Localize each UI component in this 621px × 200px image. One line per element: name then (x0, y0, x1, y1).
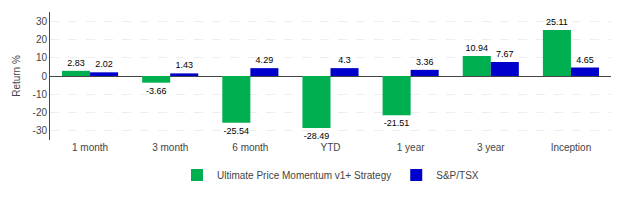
svg-text:6 month: 6 month (232, 142, 268, 153)
svg-text:10.94: 10.94 (465, 43, 488, 53)
svg-text:Ultimate Price Momentum v1+ St: Ultimate Price Momentum v1+ Strategy (217, 170, 391, 181)
svg-text:2.83: 2.83 (67, 58, 85, 68)
svg-text:3 month: 3 month (152, 142, 188, 153)
svg-text:-28.49: -28.49 (304, 131, 330, 141)
svg-text:10: 10 (36, 52, 48, 63)
svg-text:7.67: 7.67 (496, 49, 514, 59)
svg-text:Return %: Return % (11, 55, 22, 97)
svg-text:2.02: 2.02 (95, 59, 113, 69)
svg-text:S&P/TSX: S&P/TSX (436, 170, 479, 181)
svg-text:3.36: 3.36 (416, 57, 434, 67)
svg-text:-21.51: -21.51 (384, 118, 410, 128)
svg-text:4.3: 4.3 (338, 55, 351, 65)
svg-text:30: 30 (36, 16, 48, 27)
svg-text:-20: -20 (33, 107, 48, 118)
svg-text:-10: -10 (33, 89, 48, 100)
svg-text:-25.54: -25.54 (224, 126, 250, 136)
svg-text:4.29: 4.29 (256, 55, 274, 65)
svg-text:1 month: 1 month (72, 142, 108, 153)
svg-text:25.11: 25.11 (546, 17, 568, 27)
svg-text:20: 20 (36, 34, 48, 45)
svg-text:Inception: Inception (551, 142, 592, 153)
svg-text:4.65: 4.65 (576, 55, 594, 65)
svg-text:YTD: YTD (321, 142, 341, 153)
svg-text:1.43: 1.43 (175, 60, 193, 70)
svg-text:-3.66: -3.66 (146, 86, 167, 96)
svg-text:0: 0 (41, 71, 47, 82)
svg-text:1 year: 1 year (397, 142, 425, 153)
svg-text:3 year: 3 year (477, 142, 505, 153)
svg-text:-30: -30 (33, 125, 48, 136)
